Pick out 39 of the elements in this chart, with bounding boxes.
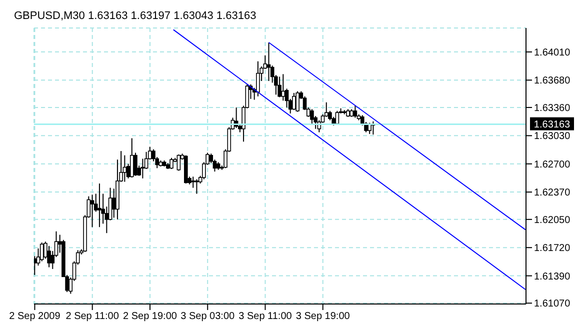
y-tick-label: 1.62700	[534, 159, 571, 170]
candlestick	[256, 60, 260, 97]
x-tick-label: 3 Sep 19:00	[296, 311, 350, 322]
y-tick-label: 1.61720	[534, 243, 571, 254]
y-tick-label: 1.61070	[534, 298, 571, 310]
y-tick-label: 1.61390	[534, 271, 571, 282]
y-tick-label: 1.63680	[534, 76, 571, 87]
candlestick	[191, 176, 196, 188]
y-tick-label: 1.64010	[534, 47, 571, 58]
y-tick-label: 1.62050	[534, 214, 571, 226]
candlestick	[47, 245, 51, 268]
x-tick-label: 2 Sep 2009	[9, 311, 61, 322]
candlestick	[292, 92, 296, 111]
candlestick	[170, 157, 174, 170]
candlestick	[281, 74, 286, 102]
ref-line-label: 1.63163	[534, 119, 571, 130]
candlestick	[353, 105, 358, 118]
candlestick	[310, 108, 314, 126]
candlestick	[134, 152, 138, 176]
candlestick	[90, 194, 94, 228]
candlestick	[176, 154, 181, 172]
candlestick	[122, 154, 127, 182]
y-tick-label: 1.63030	[534, 131, 571, 142]
y-tick-label: 1.62370	[534, 188, 571, 199]
x-tick-label: 2 Sep 19:00	[123, 311, 178, 322]
chart-title: GBPUSD,M30 1.63163 1.63197 1.63043 1.63163	[13, 9, 258, 24]
candlestick	[98, 183, 102, 228]
y-tick-label: 1.63360	[534, 103, 571, 114]
candlestick	[296, 90, 300, 112]
candlestick	[278, 76, 282, 98]
candlestick	[130, 138, 134, 178]
x-tick-label: 2 Sep 11:00	[66, 311, 120, 322]
candlestick	[140, 158, 145, 179]
x-tick-label: 3 Sep 03:00	[180, 311, 236, 322]
x-tick-label: 3 Sep 11:00	[238, 311, 292, 322]
candlestick	[335, 110, 340, 126]
candlestick	[40, 242, 44, 262]
candlestick	[194, 178, 199, 194]
candlestick	[368, 122, 372, 134]
